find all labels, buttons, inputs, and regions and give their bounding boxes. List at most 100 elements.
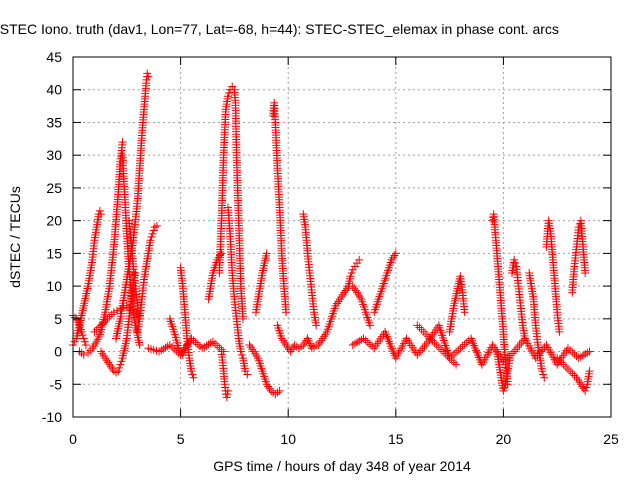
data-point-marker	[416, 346, 425, 355]
x-tick-label: 20	[496, 431, 512, 447]
y-tick-label: 45	[46, 49, 62, 65]
data-point-marker	[449, 350, 458, 359]
data-point-marker	[223, 386, 232, 395]
data-point-marker	[510, 255, 519, 264]
data-point-marker	[282, 308, 291, 317]
series-24	[370, 249, 400, 317]
data-point-marker	[109, 308, 118, 317]
data-point-marker	[262, 249, 271, 258]
series-19	[269, 98, 291, 317]
data-markers	[69, 69, 594, 402]
series-14	[215, 82, 248, 323]
data-point-marker	[355, 337, 364, 346]
data-point-marker	[579, 351, 588, 360]
y-tick-label: 5	[54, 311, 62, 327]
data-point-marker	[290, 341, 299, 349]
series-3	[75, 138, 127, 359]
data-point-marker	[581, 386, 590, 395]
data-point-marker	[198, 344, 207, 353]
y-tick-label: 20	[46, 213, 62, 229]
data-point-marker	[499, 386, 508, 395]
data-point-marker	[165, 341, 174, 349]
data-point-marker	[365, 321, 374, 330]
data-point-marker	[436, 345, 445, 354]
data-point-marker	[79, 334, 88, 343]
data-point-marker	[515, 341, 524, 349]
data-point-marker	[582, 383, 591, 392]
series-29	[492, 347, 514, 395]
data-point-marker	[539, 370, 548, 379]
data-point-marker	[191, 338, 200, 347]
series-15	[217, 347, 232, 402]
data-point-marker	[581, 269, 590, 277]
data-point-marker	[566, 346, 575, 355]
data-point-marker	[361, 336, 370, 345]
data-point-marker	[157, 346, 166, 355]
data-point-marker	[574, 354, 583, 363]
data-point-marker	[570, 350, 579, 359]
data-point-marker	[575, 219, 584, 228]
y-tick-label: 25	[46, 180, 62, 196]
y-axis-label: dSTEC / TECUs	[7, 186, 23, 288]
series-21	[299, 210, 321, 330]
data-point-marker	[449, 358, 458, 367]
data-point-marker	[228, 82, 237, 91]
y-tick-label: -5	[50, 376, 63, 392]
x-tick-label: 10	[280, 431, 296, 447]
data-point-marker	[294, 344, 303, 353]
data-point-marker	[561, 362, 570, 371]
series-33	[568, 216, 590, 297]
x-tick-label: 25	[603, 431, 619, 447]
data-point-marker	[417, 325, 426, 334]
data-point-marker	[208, 337, 217, 346]
series-11	[165, 314, 196, 359]
data-point-marker	[241, 367, 250, 376]
data-point-marker	[187, 367, 196, 376]
data-point-marker	[456, 344, 465, 353]
series-20	[273, 321, 321, 356]
data-point-marker	[510, 347, 519, 356]
data-point-marker	[488, 216, 497, 225]
data-point-marker	[81, 341, 90, 349]
data-point-marker	[538, 367, 547, 376]
data-point-marker	[346, 272, 355, 281]
y-tick-label: 0	[54, 344, 62, 360]
x-tick-label: 5	[177, 431, 185, 447]
data-point-marker	[112, 368, 121, 377]
series-6	[112, 69, 153, 343]
data-point-marker	[505, 354, 514, 363]
data-point-marker	[585, 347, 594, 356]
x-tick-label: 0	[69, 431, 77, 447]
data-point-marker	[359, 334, 368, 343]
series-34	[553, 354, 594, 395]
data-point-marker	[347, 269, 356, 277]
data-point-marker	[95, 206, 104, 215]
data-point-marker	[222, 393, 231, 402]
data-point-marker	[511, 345, 520, 354]
y-tick-label: 10	[46, 278, 62, 294]
chart-title: dSTEC Iono. truth (dav1, Lon=77, Lat=-68…	[0, 21, 559, 37]
data-point-marker	[454, 346, 463, 355]
data-point-marker	[275, 386, 284, 395]
data-point-marker	[517, 338, 526, 347]
data-point-marker	[161, 343, 170, 352]
data-point-marker	[223, 390, 232, 399]
series-26	[413, 321, 461, 369]
axis-ticks: 0 5 10 15 20 25 -10 -5 0 5 10 15 20 25 30 35 40 45	[42, 49, 619, 447]
data-point-marker	[213, 341, 222, 350]
y-tick-label: 30	[46, 147, 62, 163]
series-31	[525, 269, 549, 382]
data-point-marker	[70, 337, 79, 346]
data-point-marker	[116, 305, 125, 313]
data-point-marker	[353, 259, 362, 268]
data-point-marker	[167, 342, 176, 351]
data-point-marker	[143, 69, 152, 78]
data-point-marker	[350, 339, 359, 348]
data-point-marker	[348, 265, 357, 274]
data-point-marker	[99, 319, 108, 328]
data-point-marker	[581, 350, 590, 359]
data-point-marker	[223, 92, 232, 101]
data-point-marker	[307, 344, 316, 353]
series-2	[69, 311, 90, 349]
